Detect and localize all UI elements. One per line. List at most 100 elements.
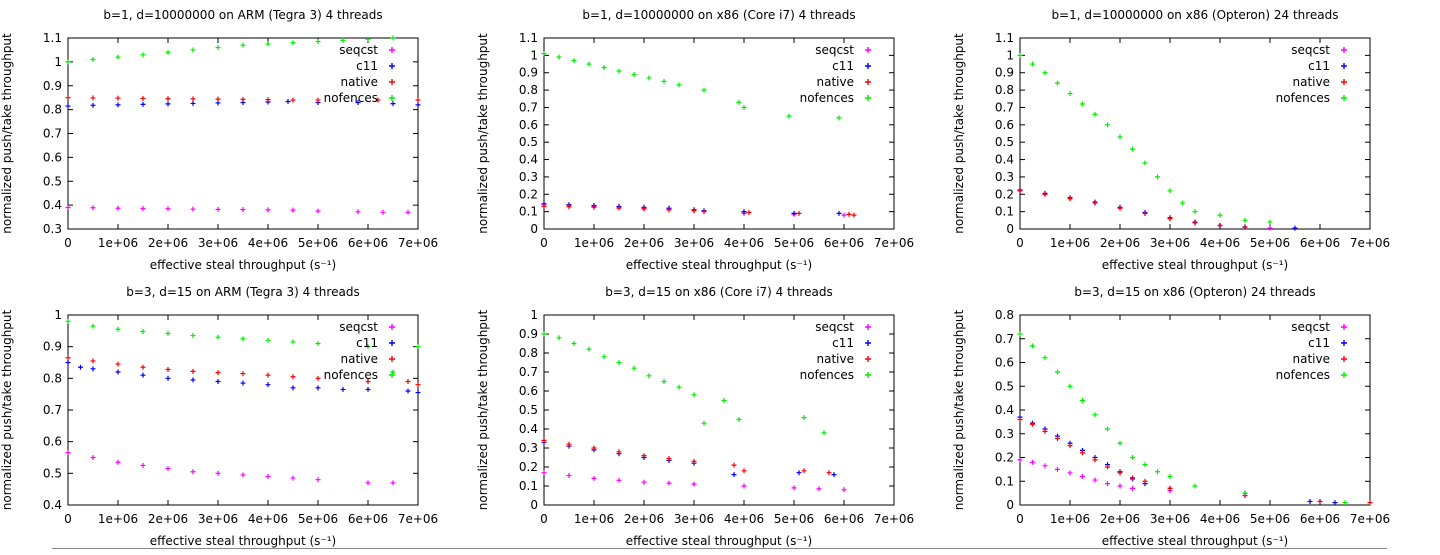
data-point-native	[1317, 498, 1323, 504]
data-point-nofences	[165, 49, 171, 55]
legend-marker-native	[865, 79, 871, 85]
data-point-native	[240, 96, 246, 102]
data-point-nofences	[616, 360, 622, 365]
legend-marker-native	[1341, 356, 1347, 362]
y-tick-label: 0.5	[43, 174, 62, 188]
y-tick-label: 0.1	[995, 474, 1014, 488]
y-tick-label: 0.5	[995, 135, 1014, 149]
data-point-c11	[140, 101, 146, 107]
data-point-nofences	[556, 335, 562, 341]
data-point-seqcst	[666, 480, 672, 486]
data-point-c11	[165, 101, 171, 107]
data-point-seqcst	[841, 212, 847, 218]
data-point-native	[691, 458, 697, 464]
data-point-native	[365, 379, 371, 384]
data-point-native	[691, 208, 697, 214]
data-point-nofences	[90, 56, 96, 62]
data-point-native	[1017, 417, 1023, 422]
y-tick-label: 0.6	[995, 118, 1014, 132]
data-point-seqcst	[65, 450, 71, 456]
data-point-native	[826, 470, 832, 476]
legend-label-seqcst: seqcst	[339, 43, 378, 57]
x-axis-label: effective steal throughput (s⁻¹)	[150, 258, 336, 272]
data-point-native	[1142, 210, 1148, 216]
legend-label-c11: c11	[832, 59, 854, 73]
data-point-nofences	[571, 341, 577, 346]
y-tick-label: 0.8	[995, 83, 1014, 97]
y-axis-label: normalized push/take throughput	[0, 309, 14, 510]
data-point-native	[1167, 216, 1173, 222]
y-tick-label: 0.3	[519, 170, 538, 184]
y-tick-label: 0.8	[519, 346, 538, 360]
data-point-nofences	[240, 336, 246, 342]
data-point-seqcst	[90, 455, 96, 460]
data-point-nofences	[190, 47, 196, 53]
data-point-nofences	[265, 41, 271, 47]
data-point-c11	[405, 388, 411, 394]
y-tick-label: 0.7	[519, 365, 538, 379]
data-point-nofences	[646, 75, 652, 81]
data-point-nofences	[541, 51, 547, 57]
x-tick-label: 4e+06	[248, 512, 288, 526]
data-point-native	[566, 204, 572, 210]
data-point-c11	[265, 382, 271, 388]
legend-label-c11: c11	[1308, 336, 1330, 350]
data-point-nofences	[115, 326, 121, 332]
data-point-c11	[315, 385, 321, 391]
data-point-seqcst	[1117, 483, 1123, 489]
y-tick-label: 0.3	[43, 222, 62, 236]
data-point-seqcst	[841, 487, 847, 493]
data-point-c11	[240, 380, 246, 386]
chart-title: b=3, d=15 on ARM (Tegra 3) 4 threads	[126, 285, 359, 299]
data-point-nofences	[616, 68, 622, 74]
x-tick-label: 1e+06	[1050, 512, 1090, 526]
chart-title: b=3, d=15 on x86 (Opteron) 24 threads	[1074, 285, 1315, 299]
data-point-seqcst	[1067, 470, 1073, 476]
data-point-seqcst	[265, 474, 271, 479]
data-point-native	[616, 205, 622, 211]
chart-title: b=1, d=10000000 on ARM (Tegra 3) 4 threa…	[103, 8, 382, 22]
data-point-nofences	[1042, 355, 1048, 361]
data-point-native	[140, 95, 146, 101]
y-tick-label: 0.7	[995, 332, 1014, 346]
data-point-nofences	[661, 379, 667, 384]
x-tick-label: 3e+06	[1150, 236, 1190, 250]
y-tick-label: 1	[54, 55, 62, 69]
data-point-native	[591, 204, 597, 210]
data-point-nofences	[190, 333, 196, 339]
data-point-nofences	[1167, 474, 1173, 479]
data-point-c11	[415, 390, 421, 396]
data-point-native	[1217, 223, 1223, 229]
legend-marker-c11	[865, 63, 871, 69]
data-point-nofences	[586, 346, 592, 352]
chart-title: b=3, d=15 on x86 (Core i7) 4 threads	[605, 285, 832, 299]
x-tick-label: 2e+06	[624, 236, 664, 250]
y-axis-label: normalized push/take throughput	[0, 33, 14, 234]
data-point-nofences	[315, 341, 321, 346]
y-tick-label: 0.2	[995, 451, 1014, 465]
data-point-c11	[215, 379, 221, 384]
chart-panel-4: b=3, d=15 on ARM (Tegra 3) 4 threads0.40…	[0, 285, 438, 548]
data-point-nofences	[601, 354, 607, 360]
data-point-seqcst	[315, 208, 321, 214]
data-point-nofences	[1030, 61, 1035, 67]
data-point-nofences	[646, 373, 652, 379]
legend-label-seqcst: seqcst	[815, 43, 854, 57]
legend-label-c11: c11	[356, 336, 378, 350]
legend-label-nofences: nofences	[800, 368, 854, 382]
chart-panel-1: b=1, d=10000000 on ARM (Tegra 3) 4 threa…	[0, 8, 438, 272]
x-tick-label: 4e+06	[248, 236, 288, 250]
x-tick-label: 0	[1016, 512, 1024, 526]
data-point-c11	[1292, 225, 1298, 231]
y-tick-label: 0.4	[519, 153, 538, 167]
x-tick-label: 1e+06	[574, 512, 614, 526]
legend-marker-c11	[1341, 340, 1347, 346]
x-tick-label: 2e+06	[1100, 512, 1140, 526]
data-point-seqcst	[115, 205, 121, 211]
data-point-nofences	[736, 99, 742, 105]
y-tick-label: 0.7	[995, 100, 1014, 114]
data-point-nofences	[1142, 160, 1148, 166]
data-point-native	[290, 97, 296, 103]
x-tick-label: 0	[64, 236, 72, 250]
y-tick-label: 0.1	[995, 205, 1014, 219]
